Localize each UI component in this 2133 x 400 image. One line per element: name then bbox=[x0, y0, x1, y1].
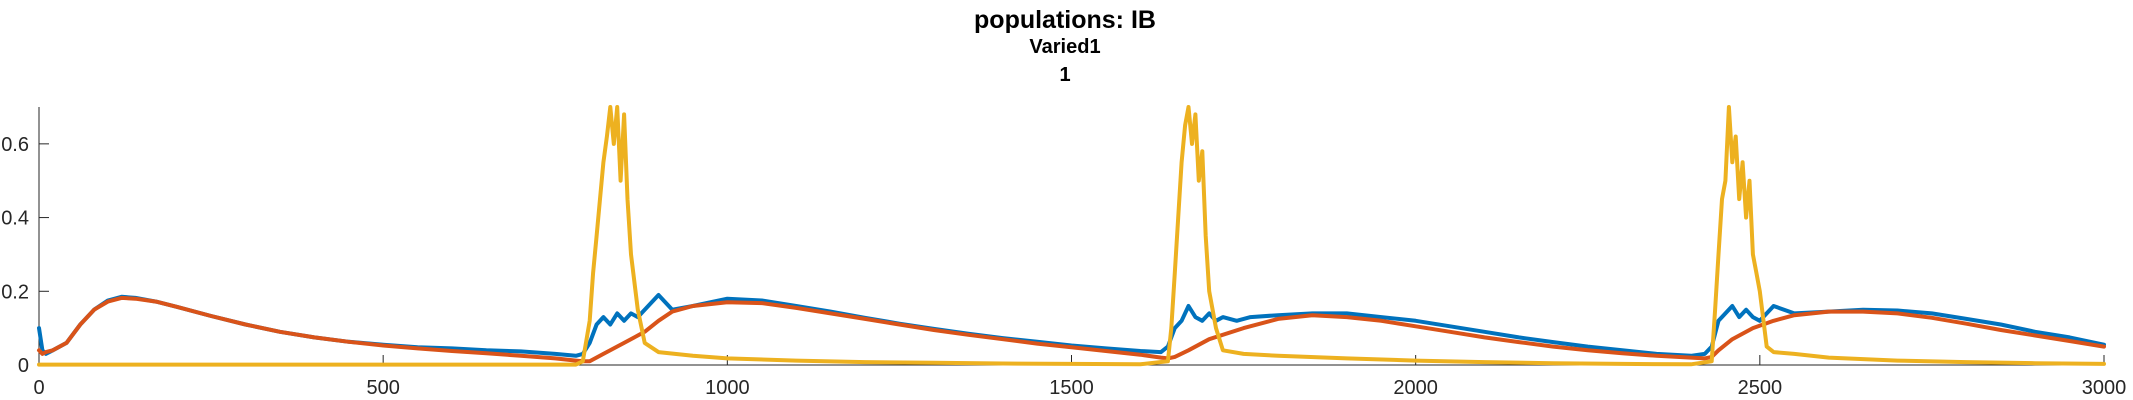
chart-subtitle-line-2: 1 bbox=[1059, 64, 1070, 86]
x-tick-label: 1000 bbox=[705, 377, 750, 399]
chart-title: populations: IB bbox=[974, 6, 1156, 34]
x-tick-label: 500 bbox=[366, 377, 399, 399]
x-tick-label: 2500 bbox=[1738, 377, 1783, 399]
plot-area: 0 500 1000 1500 2000 2500 3000 0 0.2 0.4 0.6 bbox=[1, 105, 2127, 399]
series-line-2 bbox=[37, 295, 2106, 364]
x-tick-label: 2000 bbox=[1393, 377, 1438, 399]
y-tick-label: 0 bbox=[18, 355, 29, 377]
x-tick-label: 1500 bbox=[1049, 377, 1094, 399]
y-tick-label: 0.6 bbox=[1, 134, 29, 156]
series-line-3 bbox=[37, 105, 2106, 367]
y-tick-label: 0.4 bbox=[1, 208, 29, 230]
x-tick-label: 0 bbox=[33, 377, 44, 399]
x-tick-label: 3000 bbox=[2082, 377, 2127, 399]
chart-subtitle-line-1: Varied1 bbox=[1029, 36, 1100, 58]
y-tick-label: 0.2 bbox=[1, 281, 29, 303]
